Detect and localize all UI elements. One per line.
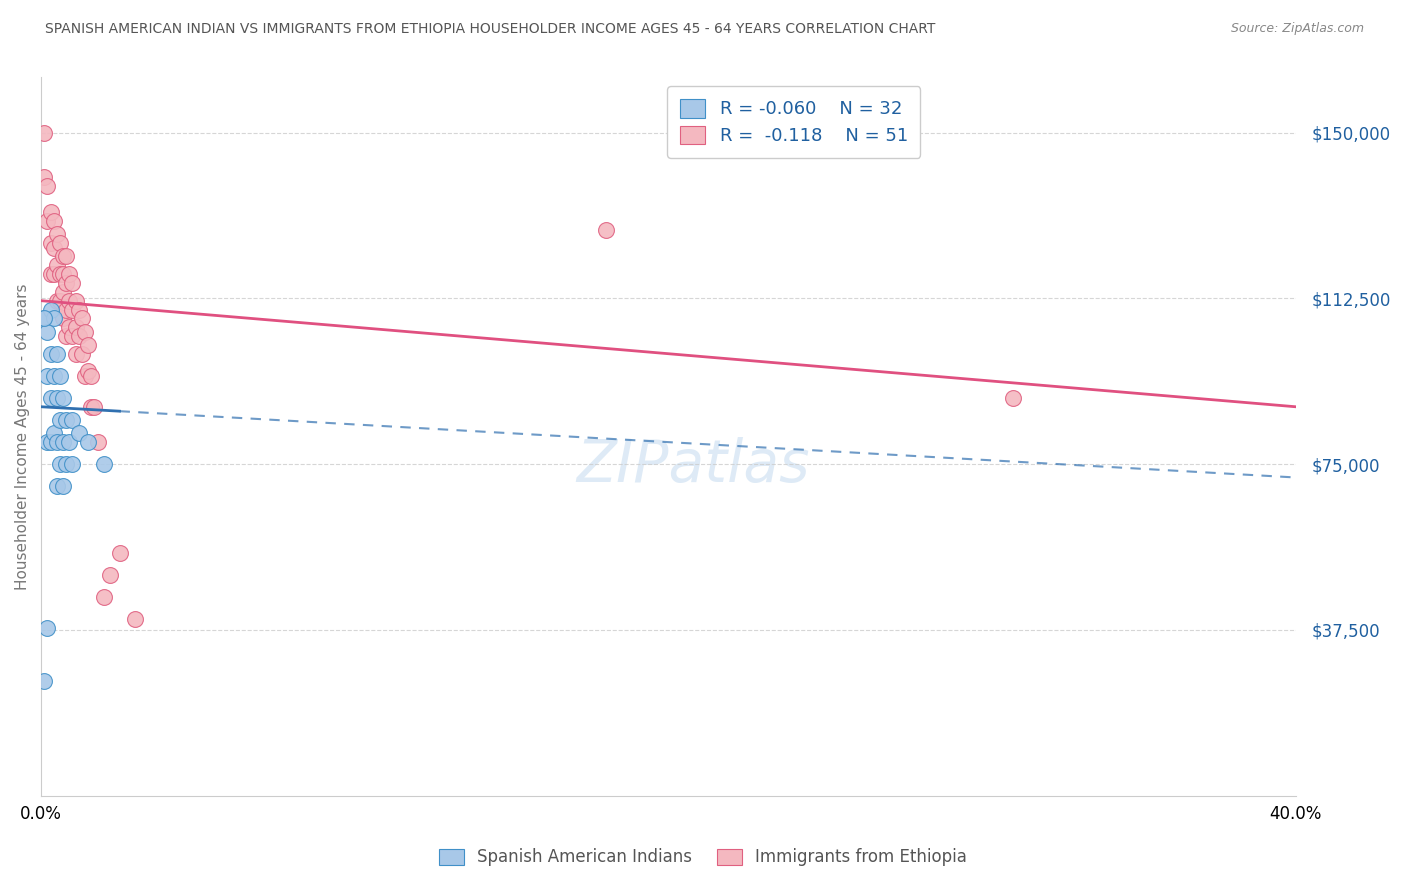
Point	[73, 368, 96, 383]
Point	[62, 302, 84, 317]
Point	[77, 338, 100, 352]
Point	[55, 329, 77, 343]
Point	[55, 302, 77, 317]
Point	[67, 329, 90, 343]
Point	[77, 435, 100, 450]
Point	[45, 258, 67, 272]
Point	[55, 457, 77, 471]
Point	[62, 329, 84, 343]
Point	[58, 320, 80, 334]
Point	[39, 236, 62, 251]
Point	[42, 214, 65, 228]
Point	[39, 302, 62, 317]
Point	[67, 302, 90, 317]
Point	[45, 347, 67, 361]
Point	[32, 311, 55, 326]
Point	[37, 214, 59, 228]
Point	[55, 250, 77, 264]
Point	[37, 435, 59, 450]
Point	[124, 612, 146, 626]
Point	[49, 413, 72, 427]
Point	[70, 311, 93, 326]
Point	[58, 293, 80, 308]
Point	[39, 267, 62, 281]
Point	[45, 227, 67, 242]
Point	[58, 435, 80, 450]
Point	[65, 320, 87, 334]
Point	[52, 479, 75, 493]
Point	[65, 293, 87, 308]
Point	[39, 347, 62, 361]
Point	[58, 267, 80, 281]
Point	[39, 391, 62, 405]
Text: SPANISH AMERICAN INDIAN VS IMMIGRANTS FROM ETHIOPIA HOUSEHOLDER INCOME AGES 45 -: SPANISH AMERICAN INDIAN VS IMMIGRANTS FR…	[45, 22, 935, 37]
Point	[52, 391, 75, 405]
Point	[49, 236, 72, 251]
Point	[52, 285, 75, 299]
Point	[42, 426, 65, 441]
Point	[73, 325, 96, 339]
Point	[42, 241, 65, 255]
Point	[45, 435, 67, 450]
Point	[37, 621, 59, 635]
Point	[52, 267, 75, 281]
Point	[83, 400, 105, 414]
Point	[45, 391, 67, 405]
Text: Source: ZipAtlas.com: Source: ZipAtlas.com	[1230, 22, 1364, 36]
Point	[49, 457, 72, 471]
Point	[80, 400, 103, 414]
Point	[98, 567, 121, 582]
Point	[39, 435, 62, 450]
Legend: R = -0.060    N = 32, R =  -0.118    N = 51: R = -0.060 N = 32, R = -0.118 N = 51	[668, 87, 921, 158]
Point	[37, 325, 59, 339]
Point	[45, 293, 67, 308]
Point	[49, 267, 72, 281]
Point	[62, 276, 84, 290]
Point	[42, 311, 65, 326]
Point	[42, 267, 65, 281]
Point	[32, 126, 55, 140]
Point	[62, 413, 84, 427]
Point	[55, 413, 77, 427]
Point	[93, 457, 115, 471]
Point	[108, 546, 131, 560]
Point	[52, 311, 75, 326]
Point	[32, 673, 55, 688]
Point	[86, 435, 108, 450]
Point	[49, 293, 72, 308]
Point	[77, 364, 100, 378]
Point	[65, 347, 87, 361]
Point	[39, 205, 62, 219]
Point	[70, 347, 93, 361]
Point	[52, 250, 75, 264]
Point	[62, 457, 84, 471]
Point	[80, 368, 103, 383]
Point	[1002, 391, 1025, 405]
Point	[595, 223, 617, 237]
Point	[55, 276, 77, 290]
Point	[93, 590, 115, 604]
Point	[32, 169, 55, 184]
Point	[42, 368, 65, 383]
Point	[49, 368, 72, 383]
Point	[32, 311, 55, 326]
Point	[37, 368, 59, 383]
Point	[52, 435, 75, 450]
Point	[67, 426, 90, 441]
Point	[45, 479, 67, 493]
Point	[37, 178, 59, 193]
Y-axis label: Householder Income Ages 45 - 64 years: Householder Income Ages 45 - 64 years	[15, 284, 30, 590]
Text: ZIPatlas: ZIPatlas	[576, 437, 810, 494]
Legend: Spanish American Indians, Immigrants from Ethiopia: Spanish American Indians, Immigrants fro…	[432, 842, 974, 873]
